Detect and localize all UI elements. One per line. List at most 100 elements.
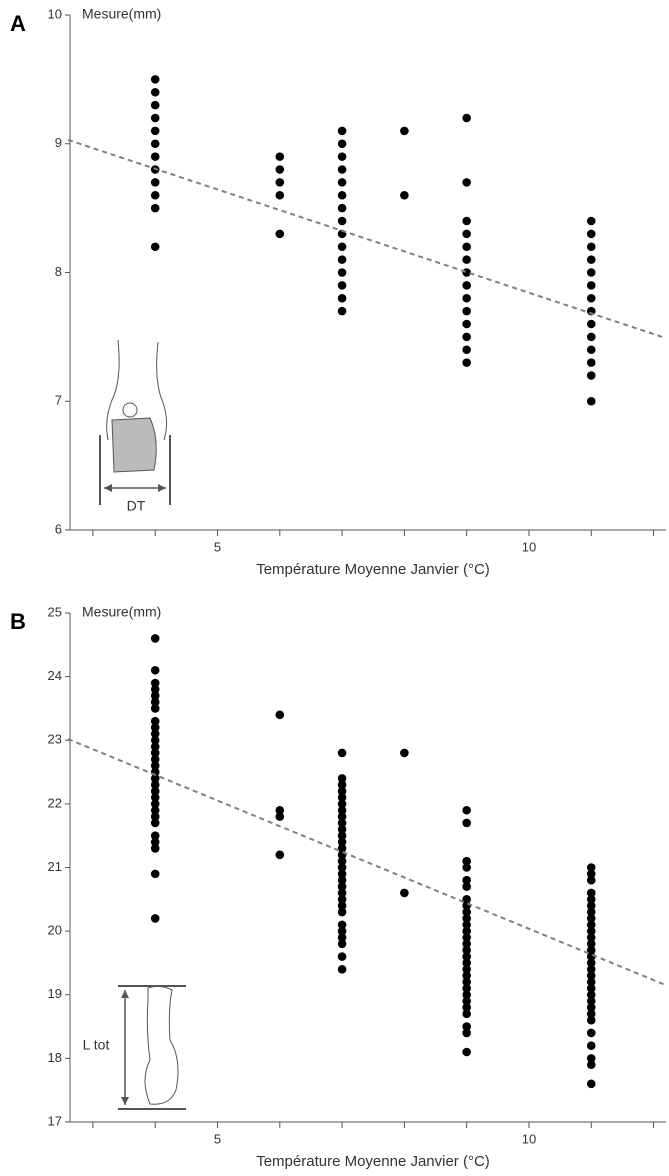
y-tick-label: 10: [48, 6, 62, 21]
point: [586, 1079, 596, 1089]
point: [150, 697, 160, 707]
point: [462, 306, 471, 316]
point: [150, 774, 160, 783]
point: [337, 831, 347, 840]
point: [462, 996, 471, 1006]
point: [150, 837, 160, 847]
y-tick-label: 18: [48, 1050, 62, 1065]
point: [150, 87, 160, 97]
point: [462, 242, 471, 252]
point: [275, 805, 285, 815]
point: [462, 1047, 471, 1057]
point: [586, 1028, 596, 1038]
point: [586, 281, 596, 290]
point: [462, 255, 471, 264]
point: [586, 863, 596, 872]
point: [150, 818, 160, 828]
point: [586, 1041, 596, 1050]
point: [462, 882, 471, 891]
point: [150, 685, 160, 694]
point: [150, 748, 160, 758]
point: [586, 332, 596, 342]
point: [586, 977, 596, 987]
point: [400, 748, 409, 758]
point: [462, 958, 471, 968]
point: [462, 319, 471, 329]
point: [150, 869, 160, 879]
point: [150, 786, 160, 796]
point: [337, 152, 347, 161]
point: [462, 990, 471, 1000]
point: [337, 926, 347, 936]
point: [150, 178, 160, 187]
point: [150, 844, 160, 853]
point: [150, 139, 160, 149]
point: [150, 152, 160, 161]
point: [462, 875, 471, 885]
y-axis-title: Mesure(mm): [82, 604, 161, 620]
point: [337, 268, 347, 277]
point: [337, 837, 347, 847]
point: [275, 229, 285, 239]
point: [150, 75, 160, 84]
point: [586, 888, 596, 898]
point: [150, 678, 160, 688]
point: [586, 990, 596, 1000]
point: [337, 818, 347, 828]
point: [337, 306, 347, 316]
inset-sketch: [99, 339, 171, 505]
point: [337, 281, 347, 290]
point: [462, 920, 471, 930]
y-tick-label: 17: [48, 1113, 62, 1128]
point: [462, 1009, 471, 1019]
x-axis-title: Température Moyenne Janvier (°C): [256, 561, 490, 578]
point: [275, 152, 285, 161]
panel-label: B: [10, 609, 26, 634]
x-tick-label: 10: [522, 539, 536, 554]
point: [462, 863, 471, 872]
point: [150, 716, 160, 726]
point: [586, 996, 596, 1006]
point: [337, 139, 347, 149]
point: [150, 704, 160, 713]
point: [337, 952, 347, 961]
point: [586, 971, 596, 980]
point: [462, 907, 471, 917]
y-tick-label: 7: [55, 393, 62, 408]
y-tick-label: 23: [48, 732, 62, 747]
point: [462, 914, 471, 923]
trend-line: [67, 138, 667, 340]
point: [150, 203, 160, 213]
point: [337, 825, 347, 834]
point: [150, 755, 160, 764]
point: [586, 965, 596, 974]
point: [337, 895, 347, 904]
point: [586, 345, 596, 355]
point: [150, 761, 160, 770]
point: [337, 799, 347, 809]
point: [462, 939, 471, 949]
y-tick-label: 20: [48, 923, 62, 938]
point: [462, 1022, 471, 1031]
y-tick-label: 21: [48, 859, 62, 874]
point: [337, 875, 347, 885]
y-tick-label: 25: [48, 604, 62, 619]
point: [586, 216, 596, 226]
point: [462, 229, 471, 239]
point: [337, 869, 347, 879]
point: [586, 939, 596, 949]
point: [462, 216, 471, 226]
inset-sketch: [118, 985, 186, 1110]
point: [586, 895, 596, 904]
point: [337, 844, 347, 853]
point: [586, 1015, 596, 1025]
point: [337, 812, 347, 821]
y-tick-label: 19: [48, 986, 62, 1001]
point: [586, 319, 596, 329]
y-tick-label: 22: [48, 795, 62, 810]
point: [150, 126, 160, 136]
inset-label: DT: [127, 498, 146, 514]
point: [275, 812, 285, 821]
point: [586, 914, 596, 923]
